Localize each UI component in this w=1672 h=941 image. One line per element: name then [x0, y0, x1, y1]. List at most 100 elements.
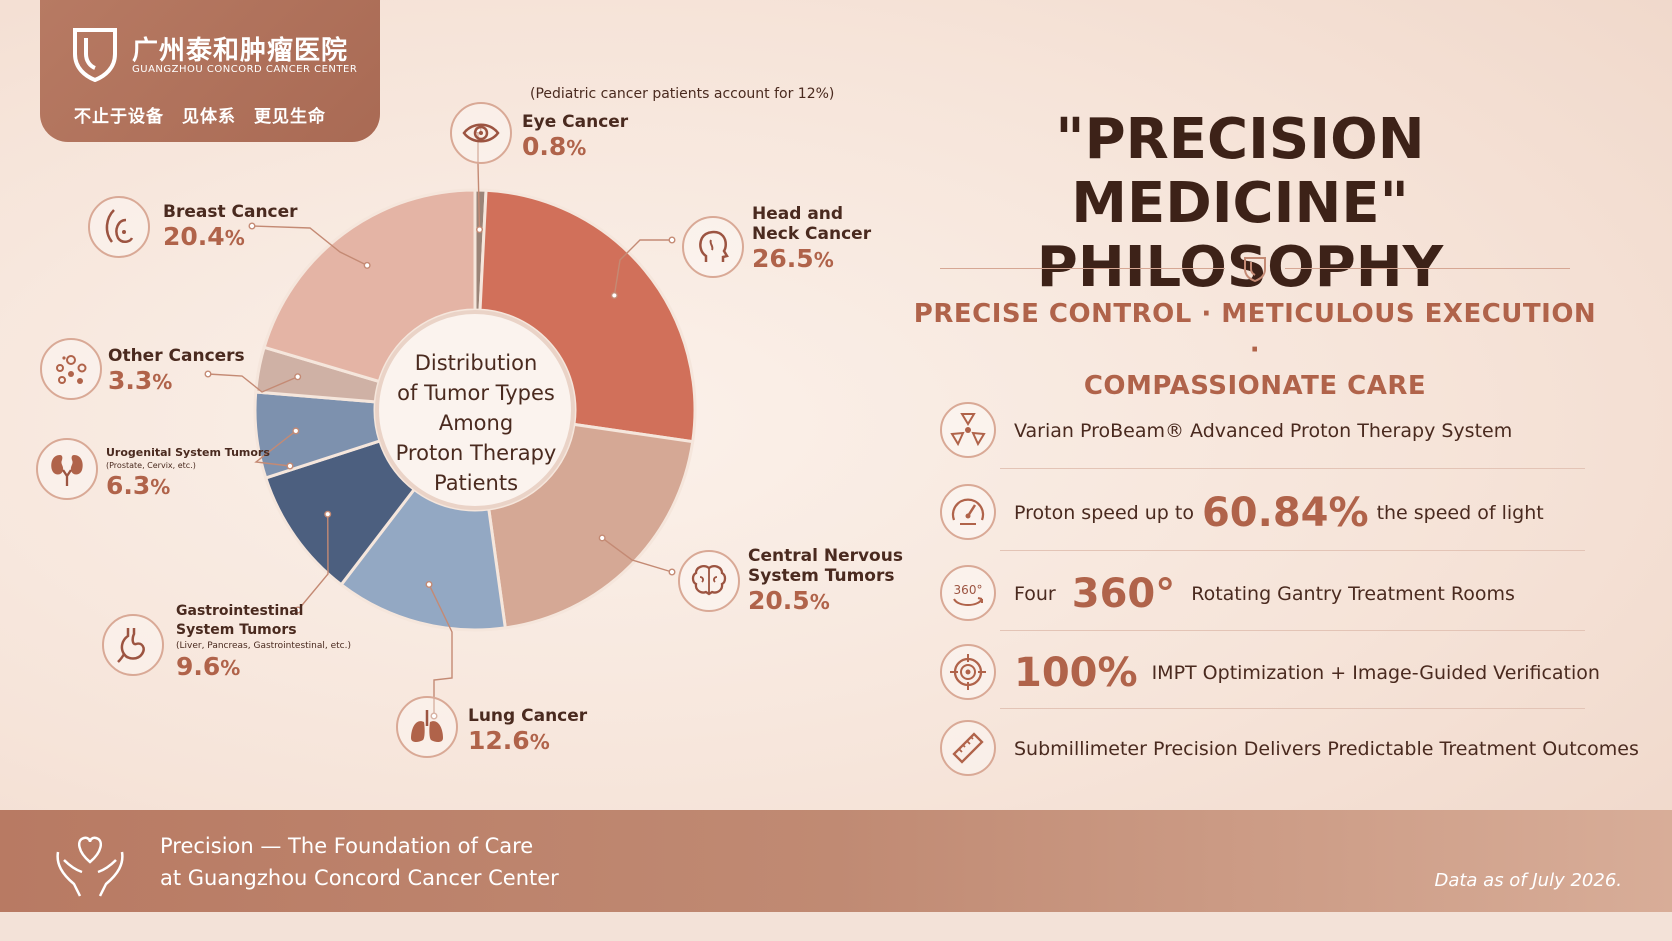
- rotation-360-icon-badge: 360°: [940, 565, 996, 621]
- tagline-line: PRECISE CONTROL · METICULOUS EXECUTION ·: [913, 299, 1597, 365]
- shield-logo-icon: [73, 28, 117, 82]
- leader-line: [601, 537, 673, 573]
- bottom-strip: [0, 912, 1672, 941]
- slice-subtitle: (Liver, Pancreas, Gastrointestinal, etc.…: [176, 641, 351, 651]
- leader-dot: [668, 568, 676, 576]
- footer-line-1: Precision — The Foundation of Care: [160, 834, 534, 858]
- leader-line: [613, 239, 672, 296]
- slice-name: Other Cancers: [108, 346, 245, 366]
- leader-dot: [610, 291, 618, 299]
- eye-icon-badge: [450, 102, 512, 164]
- data-date: Data as of July 2026.: [1434, 870, 1622, 891]
- hospital-slogan: 不止于设备 见体系 更见生命: [74, 107, 326, 127]
- chart-title-line: Proton Therapy: [395, 441, 557, 465]
- small-shield-icon: [1244, 257, 1266, 282]
- proton-beam-icon-badge: [940, 402, 996, 458]
- feature-text: Submillimeter Precision Delivers Predict…: [1014, 714, 1639, 784]
- cells-icon: [56, 355, 87, 384]
- slice-name: Neck Cancer: [752, 224, 872, 244]
- feature-row-speed: Proton speed up to 60.84% the speed of l…: [940, 478, 1585, 548]
- divider-left: [940, 268, 1225, 269]
- speedometer-icon: [951, 498, 985, 525]
- leader-dot: [294, 606, 302, 614]
- tagline: PRECISE CONTROL · METICULOUS EXECUTION ·…: [910, 296, 1600, 404]
- slice-value: 12.6%: [468, 726, 550, 755]
- feature-row-impt: 100% IMPT Optimization + Image-Guided Ve…: [940, 638, 1600, 708]
- feature-big-number: 60.84%: [1201, 490, 1369, 536]
- head-icon-badge: [682, 216, 744, 278]
- leader-dot: [204, 370, 212, 378]
- slice-name: Urogenital System Tumors: [106, 446, 270, 459]
- leader-line: [207, 373, 298, 393]
- feature-post: Rotating Gantry Treatment Rooms: [1191, 583, 1515, 605]
- leader-dot: [668, 236, 676, 244]
- heart-hands-icon: [56, 836, 124, 897]
- ruler-icon: [952, 732, 984, 764]
- feature-big-number: 360°: [1071, 571, 1176, 617]
- target-icon-badge: [940, 644, 996, 700]
- chart-title-line: Among: [438, 411, 514, 435]
- label-other-cancers: Other Cancers 3.3%: [108, 346, 245, 397]
- chart-title: Distribution of Tumor Types Among Proton…: [378, 348, 574, 498]
- row-separator: [1000, 630, 1585, 631]
- leader-dot: [363, 261, 371, 269]
- heading-line: PHILOSOPHY: [1036, 235, 1444, 300]
- breast-icon: [105, 209, 134, 243]
- breast-icon-badge: [88, 196, 150, 258]
- row-separator: [1000, 468, 1585, 469]
- feature-row-gantry: 360° Four 360° Rotating Gantry Treatment…: [940, 559, 1585, 629]
- label-gi-tumors: Gastrointestinal System Tumors (Liver, P…: [176, 602, 351, 683]
- slice-value: 20.4%: [163, 222, 245, 251]
- slice-name: Central Nervous: [748, 546, 903, 566]
- leader-line: [254, 430, 297, 467]
- slice-value: 26.5%: [752, 244, 834, 273]
- brain-icon-badge: [678, 550, 740, 612]
- leader-dot: [324, 510, 332, 518]
- hospital-name-en: GUANGZHOU CONCORD CANCER CENTER: [132, 64, 358, 75]
- feature-pre: Submillimeter Precision Delivers Predict…: [1014, 738, 1639, 760]
- label-lung-cancer: Lung Cancer 12.6%: [468, 706, 587, 757]
- hospital-logo-block: 广州泰和肿瘤医院 GUANGZHOU CONCORD CANCER CENTER…: [40, 0, 380, 142]
- feature-post: the speed of light: [1376, 502, 1544, 524]
- footer-banner: Precision — The Foundation of Care at Gu…: [0, 810, 1672, 912]
- lungs-icon-badge: [396, 696, 458, 758]
- leader-dot: [292, 427, 300, 435]
- feature-text: 100% IMPT Optimization + Image-Guided Ve…: [1014, 638, 1600, 708]
- label-breast-cancer: Breast Cancer 20.4%: [163, 202, 298, 253]
- stomach-icon-badge: [102, 614, 164, 676]
- leader-dot: [425, 580, 433, 588]
- feature-row-submillimeter: Submillimeter Precision Delivers Predict…: [940, 714, 1639, 784]
- slice-name: Head and: [752, 204, 844, 224]
- leader-dot: [286, 462, 294, 470]
- feature-pre: Proton speed up to: [1014, 502, 1194, 524]
- donut-center: [375, 310, 575, 510]
- slice-name: System Tumors: [748, 566, 895, 586]
- pediatric-note: (Pediatric cancer patients account for 1…: [530, 86, 835, 102]
- row-separator: [1000, 708, 1585, 709]
- feature-text: Four 360° Rotating Gantry Treatment Room…: [1014, 559, 1515, 629]
- rotation-360-icon-text: 360°: [954, 583, 983, 597]
- leader-line: [251, 225, 368, 267]
- divider-right: [1285, 268, 1570, 269]
- row-separator: [1000, 550, 1585, 551]
- leader-dot: [294, 373, 302, 381]
- stomach-icon: [117, 628, 145, 663]
- kidney-icon-badge: [36, 438, 98, 500]
- kidney-icon: [51, 455, 83, 486]
- slice-subtitle: (Prostate, Cervix, etc.): [106, 461, 196, 470]
- feature-pre: Four: [1014, 583, 1056, 605]
- slice-value: 6.3%: [106, 471, 171, 500]
- tagline-line: COMPASSIONATE CARE: [1083, 371, 1427, 401]
- feature-row-probeam: Varian ProBeam® Advanced Proton Therapy …: [940, 396, 1585, 466]
- label-head-neck-cancer: Head and Neck Cancer 26.5%: [752, 204, 871, 275]
- philosophy-heading: "PRECISION MEDICINE" PHILOSOPHY: [890, 108, 1590, 300]
- target-icon: [950, 654, 986, 690]
- slice-name: System Tumors: [176, 622, 297, 638]
- chart-title-line: of Tumor Types: [397, 381, 555, 405]
- footer-line-2: at Guangzhou Concord Cancer Center: [160, 866, 559, 890]
- leader-line: [428, 584, 453, 716]
- slice-name: Gastrointestinal: [176, 603, 304, 619]
- leader-line: [297, 514, 329, 611]
